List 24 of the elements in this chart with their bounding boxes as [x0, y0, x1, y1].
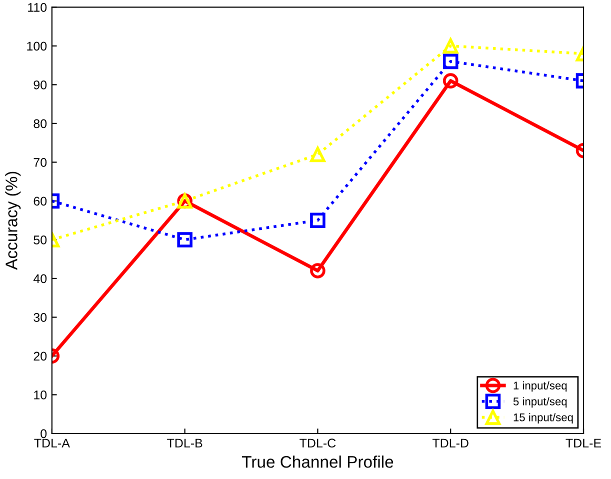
y-tick-label: 10 — [34, 390, 47, 400]
x-tick-label: TDL-D — [432, 438, 468, 448]
y-tick-label: 100 — [27, 42, 47, 51]
x-tick-label: TDL-C — [300, 438, 336, 448]
y-tick-label: 90 — [34, 80, 47, 90]
y-tick-label: 20 — [34, 352, 47, 361]
point — [310, 263, 326, 278]
x-axis-title: True Channel Profile — [242, 456, 394, 468]
x-tick-label: TDL-A — [34, 438, 70, 448]
x-tick-label: TDL-B — [167, 438, 202, 448]
y-tick-label: 30 — [34, 313, 47, 322]
legend-label: 5 input/seq — [513, 397, 567, 408]
y-tick-label: 80 — [34, 119, 47, 128]
y-tick-label: 60 — [34, 196, 47, 206]
y-axis-title: Accuracy (%) — [5, 172, 21, 270]
y-tick-label: 110 — [28, 2, 47, 12]
legend-label: 15 input/seq — [514, 413, 573, 424]
y-tick-label: 70 — [34, 158, 47, 167]
y-tick-label: 50 — [34, 236, 47, 244]
y-tick-label: 0 — [40, 429, 47, 438]
point — [310, 212, 326, 228]
y-tick-label: 40 — [33, 274, 47, 284]
legend-label: 1 input/seq — [514, 381, 567, 392]
x-tick-label: TDL-E — [566, 438, 602, 448]
